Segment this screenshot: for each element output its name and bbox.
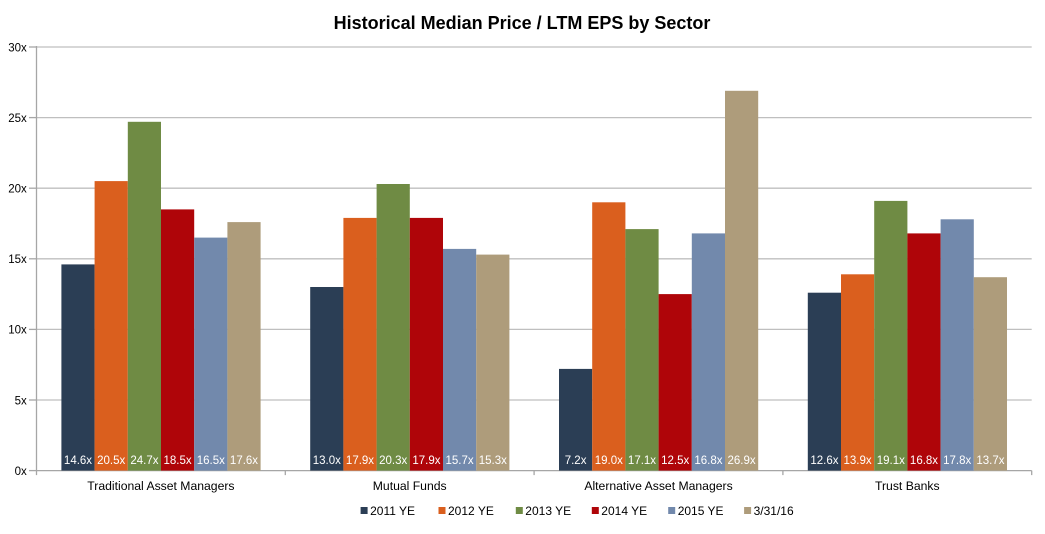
svg-text:7.2x: 7.2x xyxy=(565,455,587,467)
svg-text:20.3x: 20.3x xyxy=(379,455,407,467)
svg-text:12.6x: 12.6x xyxy=(810,455,838,467)
svg-text:16.8x: 16.8x xyxy=(694,455,722,467)
svg-text:Mutual Funds: Mutual Funds xyxy=(373,479,447,493)
svg-text:13.9x: 13.9x xyxy=(844,455,872,467)
svg-text:Historical Median Price / LTM: Historical Median Price / LTM EPS by Sec… xyxy=(334,13,711,33)
svg-text:18.5x: 18.5x xyxy=(164,455,192,467)
svg-text:17.8x: 17.8x xyxy=(943,455,971,467)
svg-text:15.3x: 15.3x xyxy=(479,455,507,467)
svg-text:19.1x: 19.1x xyxy=(877,455,905,467)
svg-text:Trust Banks: Trust Banks xyxy=(875,479,940,493)
svg-text:2014 YE: 2014 YE xyxy=(601,504,647,518)
svg-text:15.7x: 15.7x xyxy=(446,455,474,467)
svg-text:2013 YE: 2013 YE xyxy=(525,504,571,518)
svg-text:14.6x: 14.6x xyxy=(64,455,92,467)
svg-text:13.7x: 13.7x xyxy=(976,455,1004,467)
svg-text:3/31/16: 3/31/16 xyxy=(754,504,794,518)
svg-text:15x: 15x xyxy=(8,254,27,266)
svg-text:16.5x: 16.5x xyxy=(197,455,225,467)
svg-text:12.5x: 12.5x xyxy=(661,455,689,467)
svg-text:17.1x: 17.1x xyxy=(628,455,656,467)
svg-text:10x: 10x xyxy=(8,325,27,337)
svg-text:24.7x: 24.7x xyxy=(130,455,158,467)
svg-text:17.9x: 17.9x xyxy=(346,455,374,467)
svg-text:16.8x: 16.8x xyxy=(910,455,938,467)
svg-text:17.6x: 17.6x xyxy=(230,455,258,467)
svg-text:25x: 25x xyxy=(8,113,27,125)
svg-text:20.5x: 20.5x xyxy=(97,455,125,467)
svg-text:30x: 30x xyxy=(8,42,27,54)
svg-text:13.0x: 13.0x xyxy=(313,455,341,467)
svg-text:26.9x: 26.9x xyxy=(728,455,756,467)
svg-text:Alternative Asset Managers: Alternative Asset Managers xyxy=(584,479,732,493)
svg-text:20x: 20x xyxy=(8,184,27,196)
svg-text:2012 YE: 2012 YE xyxy=(448,504,494,518)
svg-text:Traditional Asset Managers: Traditional Asset Managers xyxy=(87,479,234,493)
svg-text:0x: 0x xyxy=(15,466,27,478)
svg-text:2015 YE: 2015 YE xyxy=(678,504,724,518)
svg-text:17.9x: 17.9x xyxy=(412,455,440,467)
svg-text:5x: 5x xyxy=(15,395,27,407)
svg-text:2011 YE: 2011 YE xyxy=(370,504,415,518)
svg-text:19.0x: 19.0x xyxy=(595,455,623,467)
